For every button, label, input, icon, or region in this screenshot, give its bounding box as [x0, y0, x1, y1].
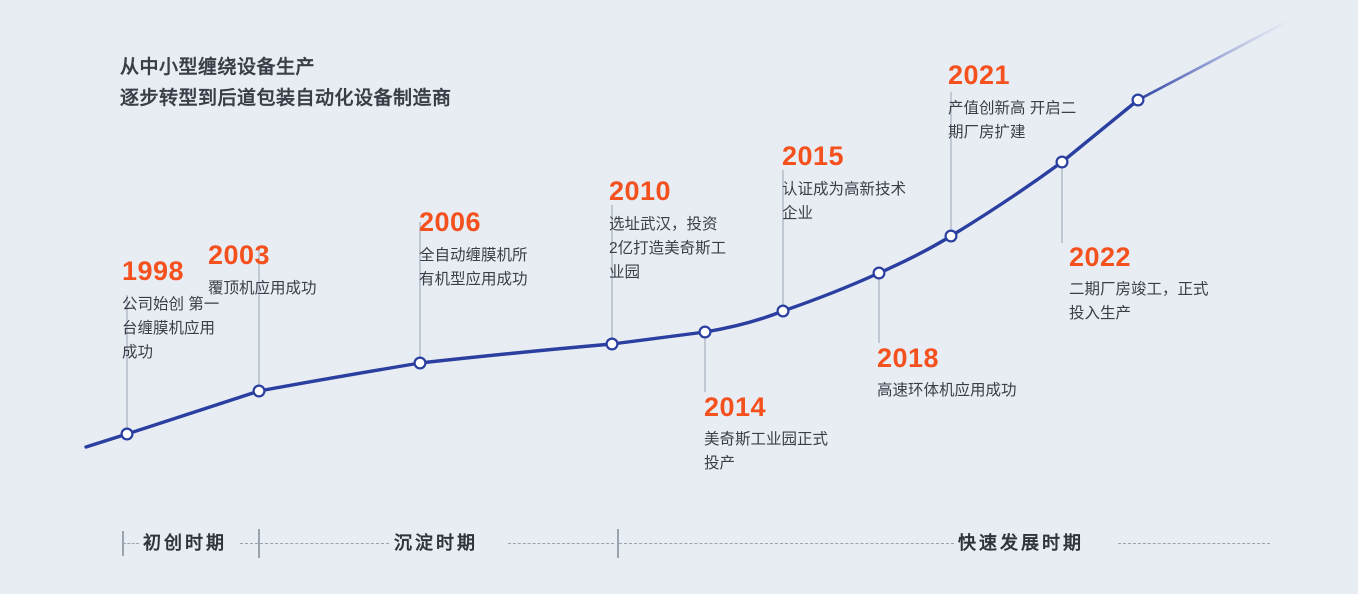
- node-2003[interactable]: [252, 384, 266, 398]
- phase-label-1: 初创时期: [143, 533, 227, 553]
- axis-dash-5: [1118, 543, 1270, 544]
- milestone-year: 2021: [948, 60, 1011, 90]
- node-2022[interactable]: [1055, 155, 1069, 169]
- node-1998[interactable]: [120, 427, 134, 441]
- phase-axis: 初创时期 沉淀时期 快速发展时期: [0, 508, 1358, 578]
- milestone-desc: 美奇斯工业园正式 投产: [704, 431, 829, 472]
- milestone-2003[interactable]: 2003 覆顶机应用成功: [208, 240, 317, 301]
- node-2015[interactable]: [776, 304, 790, 318]
- milestone-1998[interactable]: 1998 公司始创 第一 台缠膜机应用 成功: [122, 256, 219, 365]
- milestone-2015[interactable]: 2015 认证成为高新技术 企业: [782, 141, 906, 226]
- milestone-year: 2022: [1069, 242, 1132, 272]
- axis-tick-start: [122, 531, 124, 556]
- node-2014[interactable]: [698, 325, 712, 339]
- milestone-year: 2015: [782, 141, 845, 171]
- milestone-desc: 全自动缠膜机所 有机型应用成功: [419, 247, 528, 288]
- node-2010[interactable]: [605, 337, 619, 351]
- axis-tick-1: [258, 529, 260, 558]
- milestone-2010[interactable]: 2010 选址武汉，投资 2亿打造美奇斯工 业园: [609, 176, 726, 285]
- phase-label-3: 快速发展时期: [958, 533, 1084, 553]
- axis-tick-2: [617, 529, 619, 558]
- milestone-desc: 高速环体机应用成功: [877, 382, 1017, 399]
- node-future[interactable]: [1131, 93, 1145, 107]
- milestone-desc: 产值创新高 开启二 期厂房扩建: [948, 100, 1077, 141]
- milestone-year: 2010: [609, 176, 672, 206]
- milestone-2022[interactable]: 2022 二期厂房竣工，正式 投入生产: [1069, 242, 1209, 326]
- milestone-year: 1998: [122, 256, 185, 286]
- milestone-2014[interactable]: 2014 美奇斯工业园正式 投产: [704, 392, 828, 476]
- axis-dash-0: [123, 543, 139, 544]
- milestone-desc: 认证成为高新技术 企业: [782, 181, 907, 222]
- milestone-2018[interactable]: 2018 高速环体机应用成功: [877, 343, 1017, 403]
- milestone-desc: 公司始创 第一 台缠膜机应用 成功: [122, 296, 220, 361]
- phase-label-2: 沉淀时期: [394, 533, 478, 553]
- axis-dash-4: [619, 543, 954, 544]
- milestone-2021[interactable]: 2021 产值创新高 开启二 期厂房扩建: [948, 60, 1076, 145]
- page-title: 从中小型缠绕设备生产 逐步转型到后道包装自动化设备制造商: [120, 57, 452, 109]
- node-2018[interactable]: [872, 266, 886, 280]
- curve-fade-segment: [1136, 18, 1292, 102]
- milestone-2006[interactable]: 2006 全自动缠膜机所 有机型应用成功: [419, 207, 528, 292]
- milestone-desc: 覆顶机应用成功: [208, 280, 317, 297]
- milestone-desc: 二期厂房竣工，正式 投入生产: [1069, 281, 1209, 322]
- milestone-year: 2018: [877, 343, 940, 373]
- milestone-year: 2003: [208, 240, 271, 270]
- milestone-year: 2006: [419, 207, 482, 237]
- axis-dash-2: [260, 543, 389, 544]
- axis-dash-3: [508, 543, 614, 544]
- axis-dash-1: [240, 543, 258, 544]
- node-2021[interactable]: [944, 229, 958, 243]
- node-2006[interactable]: [413, 356, 427, 370]
- milestone-year: 2014: [704, 392, 767, 422]
- milestone-desc: 选址武汉，投资 2亿打造美奇斯工 业园: [609, 216, 727, 281]
